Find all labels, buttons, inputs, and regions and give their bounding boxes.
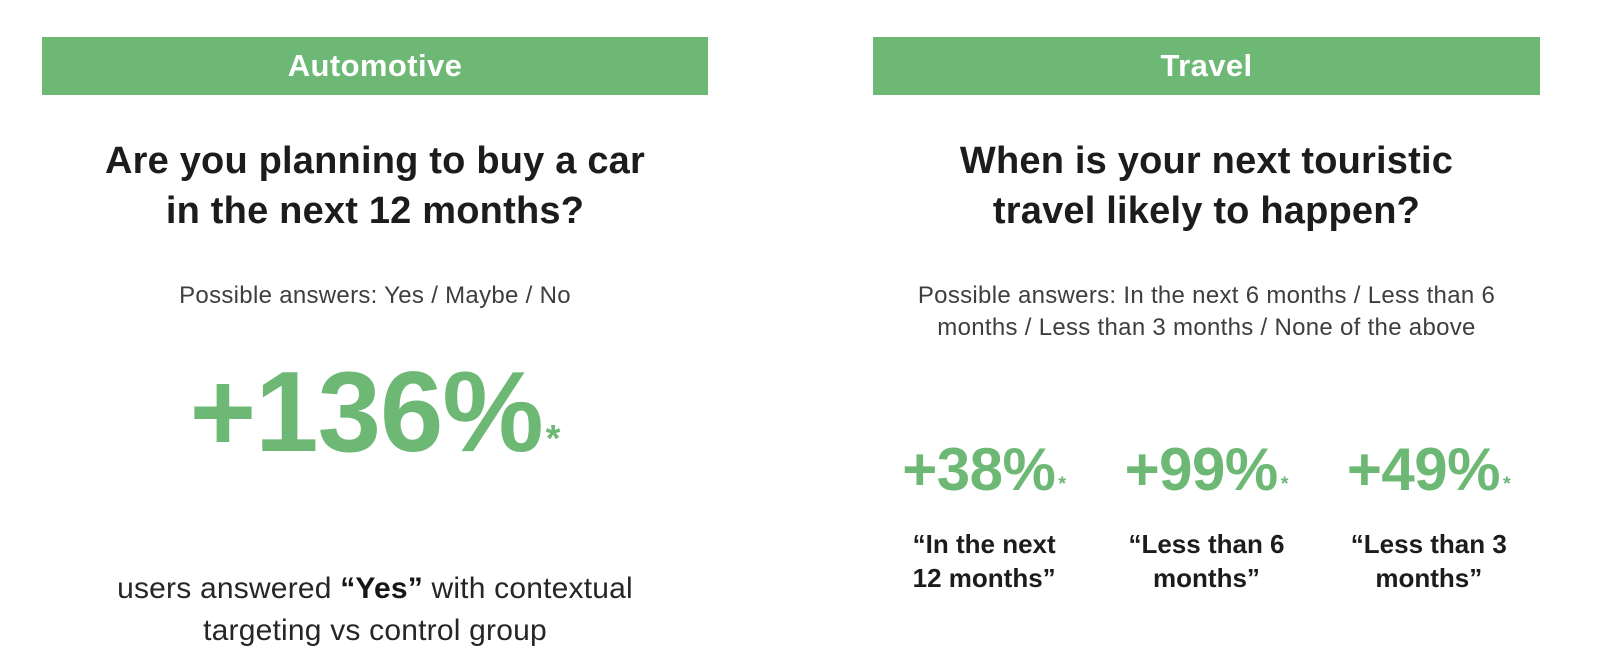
- stat-less-than-6-months: +99% *: [1095, 440, 1317, 500]
- stat-description-automotive: users answered “Yes” with contextual tar…: [42, 526, 708, 652]
- category-title-automotive: Automotive: [287, 48, 463, 83]
- stat-label-less-than-6-months: “Less than 6 months”: [1128, 529, 1285, 593]
- footnote-asterisk-automotive: *: [545, 417, 561, 459]
- possible-answers-automotive: Possible answers: Yes / Maybe / No: [179, 282, 571, 309]
- stat-automotive: +136%*: [42, 356, 708, 470]
- footnote-asterisk-less-than-3-months: *: [1503, 473, 1511, 495]
- stat-value-automotive: +136%: [189, 349, 544, 476]
- stat-col-less-than-6-months: +99% * “Less than 6 months”: [1095, 440, 1317, 596]
- panel-travel: Travel When is your next touristic trave…: [873, 0, 1540, 669]
- question-travel: When is your next touristic travel likel…: [959, 140, 1454, 233]
- stat-less-than-3-months: +49% *: [1318, 440, 1540, 500]
- stat-col-less-than-3-months: +49% * “Less than 3 months”: [1318, 440, 1540, 596]
- stat-value-less-than-6-months: +99%: [1124, 436, 1279, 503]
- stat-next-12-months: +38% *: [873, 440, 1095, 500]
- category-header-travel: Travel: [873, 37, 1540, 95]
- stat-col-next-12-months: +38% * “In the next 12 months”: [873, 440, 1095, 596]
- stat-value-less-than-3-months: +49%: [1346, 436, 1501, 503]
- footnote-asterisk-next-12-months: *: [1058, 473, 1067, 495]
- footnote-asterisk-less-than-6-months: *: [1280, 473, 1289, 495]
- panel-automotive: Automotive Are you planning to buy a car…: [42, 0, 708, 669]
- question-automotive: Are you planning to buy a car in the nex…: [105, 140, 645, 233]
- stat-label-less-than-3-months: “Less than 3 months”: [1350, 529, 1507, 593]
- description-highlight: “Yes”: [340, 572, 423, 605]
- stat-label-next-12-months: “In the next 12 months”: [912, 529, 1056, 593]
- category-header-automotive: Automotive: [42, 37, 708, 95]
- description-prefix: users answered: [117, 572, 341, 605]
- category-title-travel: Travel: [1160, 48, 1253, 83]
- possible-answers-travel: Possible answers: In the next 6 months /…: [917, 282, 1496, 342]
- stat-value-next-12-months: +38%: [902, 436, 1056, 503]
- description-suffix: with contextual targeting vs control gro…: [203, 572, 633, 647]
- stats-row-travel: +38% * “In the next 12 months” +99% * “Les…: [873, 440, 1540, 596]
